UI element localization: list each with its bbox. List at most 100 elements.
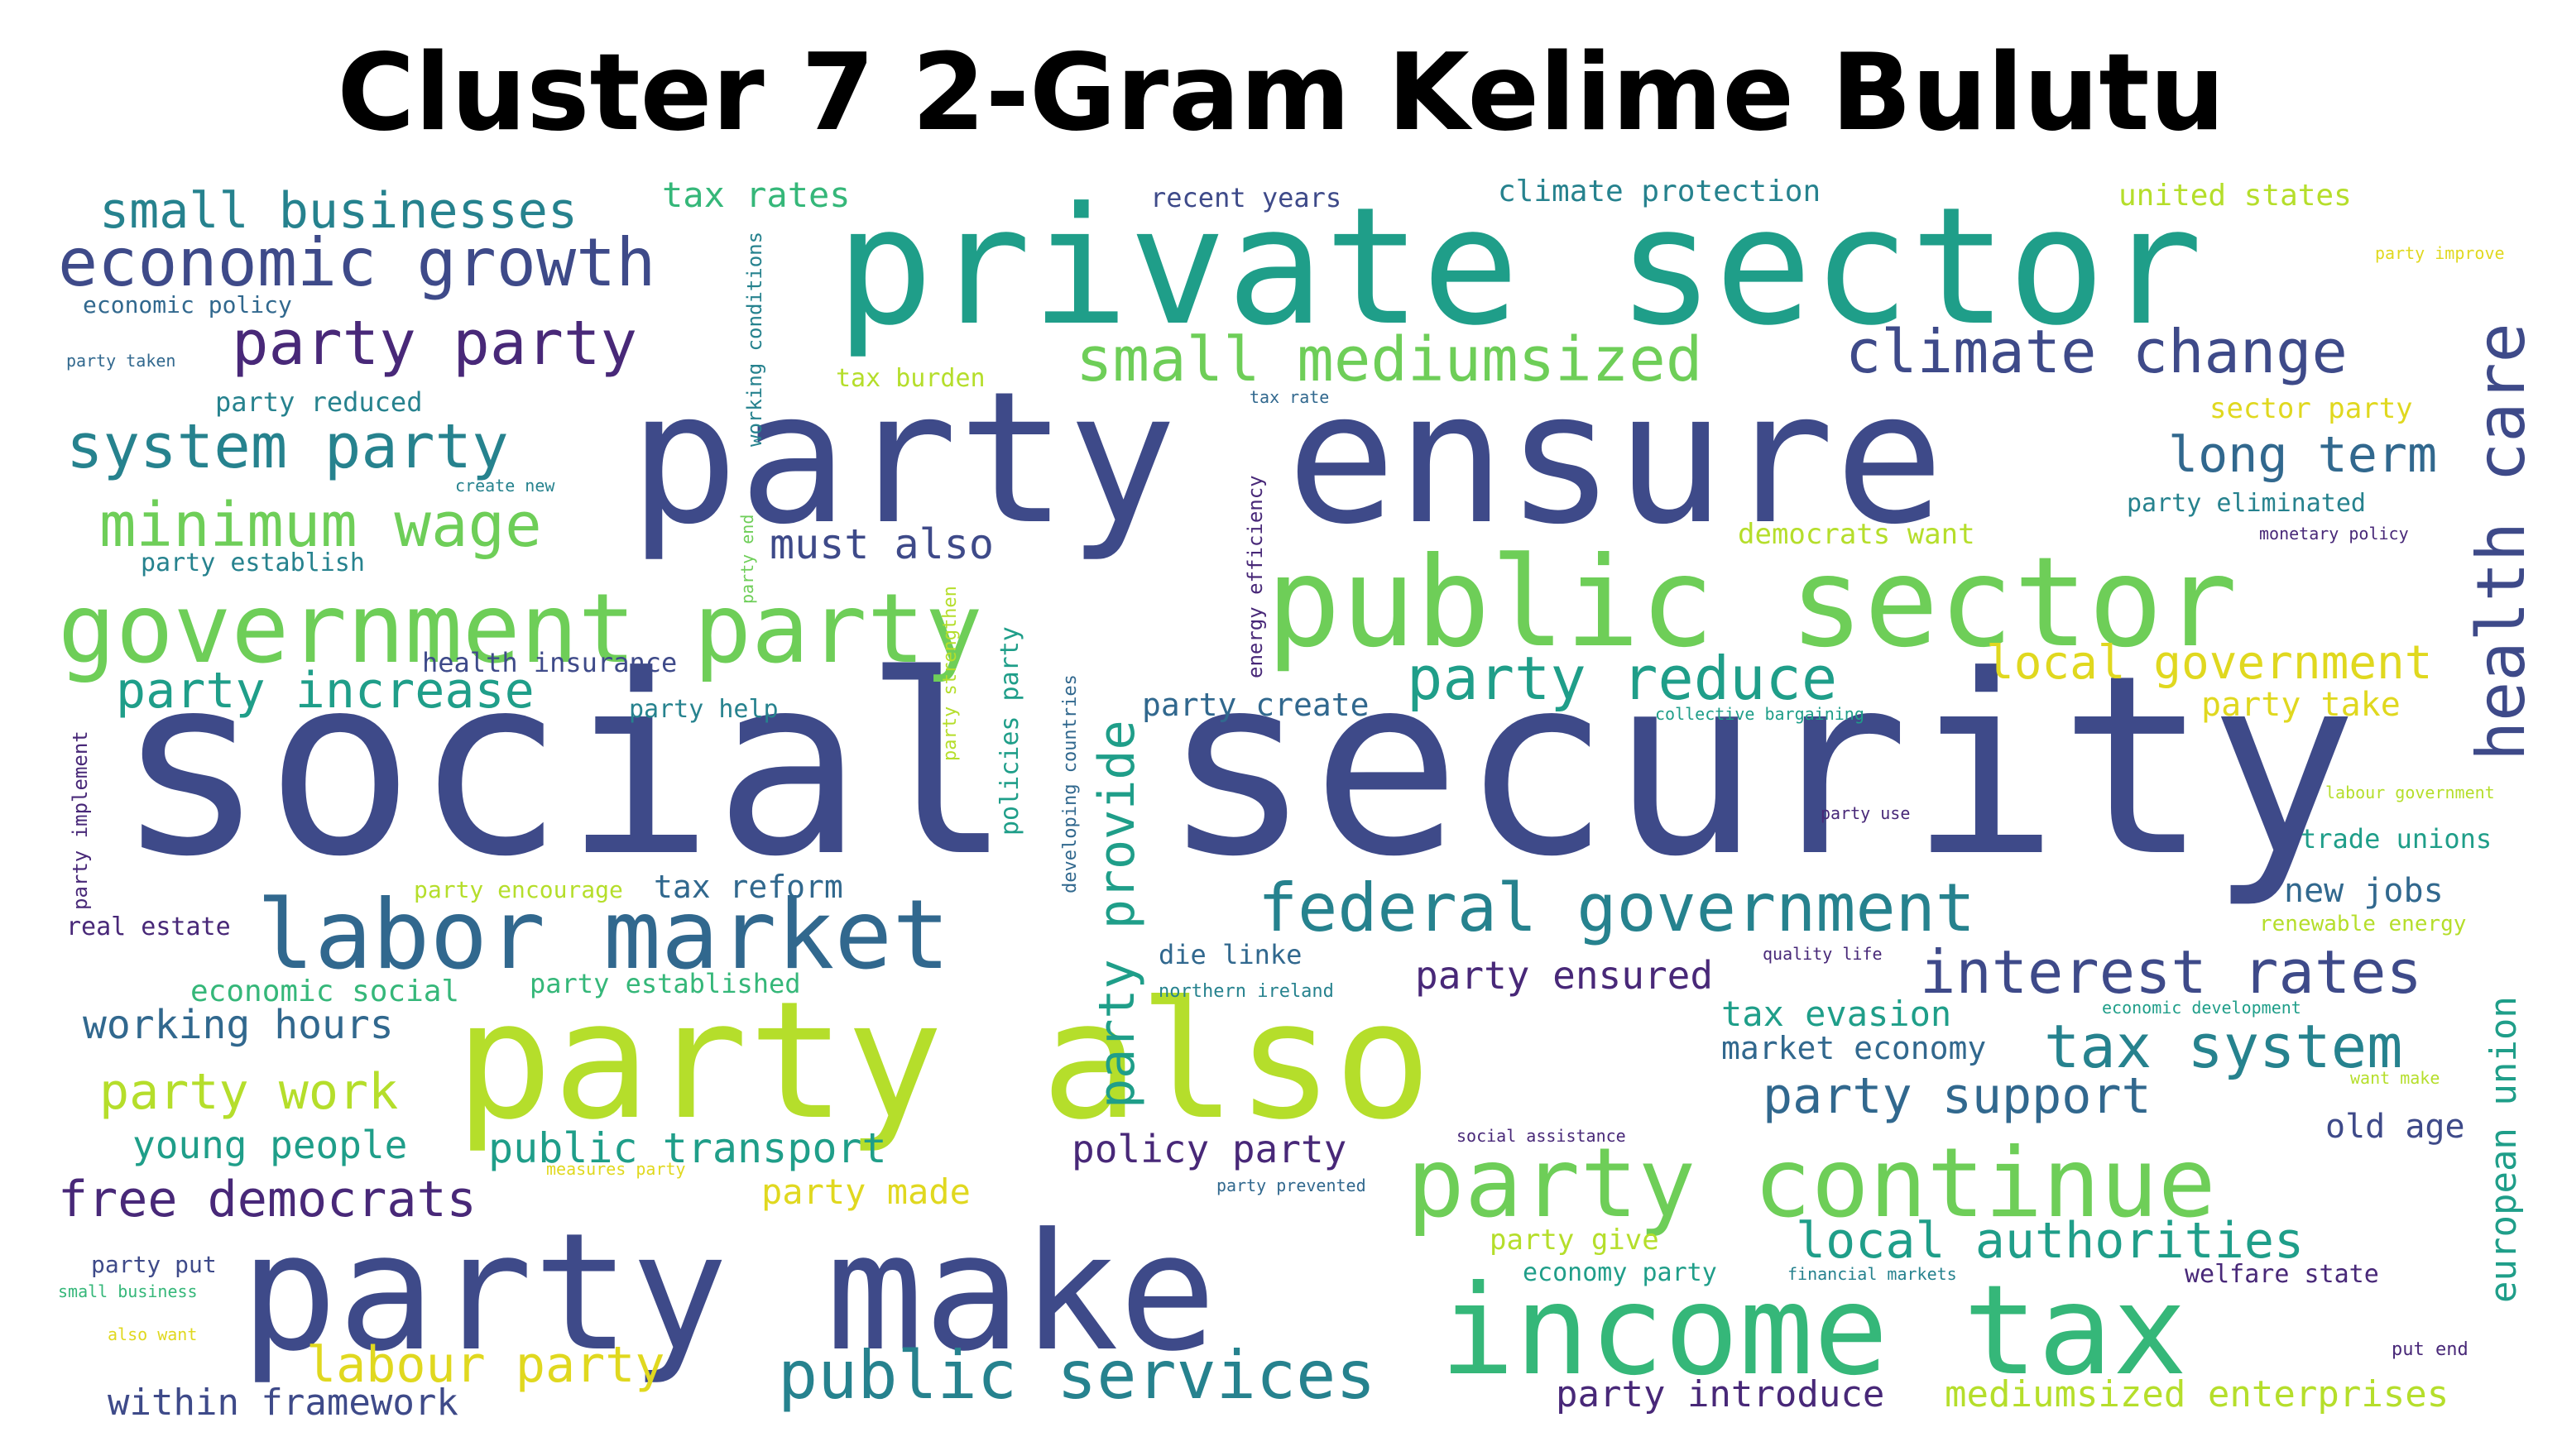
word-climate-protection: climate protection	[1498, 175, 1821, 208]
word-party-improve: party improve	[2375, 243, 2505, 263]
word-democrats-want: democrats want	[1738, 518, 1975, 551]
chart-title: Cluster 7 2-Gram Kelime Bulutu	[337, 31, 2225, 155]
word-government-party: government party	[58, 573, 982, 685]
word-also-want: also want	[108, 1324, 197, 1344]
word-minimum-wage: minimum wage	[99, 490, 542, 561]
word-party-help: party help	[629, 695, 779, 724]
word-party-prevented: party prevented	[1216, 1176, 1366, 1195]
word-public-services: public services	[778, 1337, 1375, 1414]
word-social-assistance: social assistance	[1456, 1126, 1626, 1146]
word-local-authorities: local authorities	[1796, 1212, 2304, 1270]
word-economic-social: economic social	[190, 975, 459, 1008]
word-party-end: party end	[737, 515, 757, 604]
word-party-also: party also	[455, 967, 1432, 1156]
word-federal-government: federal government	[1258, 869, 1975, 946]
word-tax-rates: tax rates	[662, 175, 851, 215]
word-party-made: party made	[761, 1171, 971, 1212]
word-developing-countries: developing countries	[1060, 674, 1081, 893]
word-party-party: party party	[232, 308, 637, 379]
word-party-increase: party increase	[116, 662, 535, 720]
word-labour-government: labour government	[2325, 783, 2495, 802]
word-must-also: must also	[770, 520, 994, 568]
word-system-party: system party	[66, 411, 509, 482]
word-tax-system: tax system	[2044, 1012, 2402, 1081]
word-policies-party: policies party	[996, 626, 1024, 836]
word-renewable-energy: renewable energy	[2259, 912, 2466, 936]
word-economy-party: economy party	[1523, 1258, 1717, 1287]
word-party-strengthen: party strengthen	[940, 586, 961, 761]
word-party-continue: party continue	[1407, 1128, 2216, 1239]
word-health-care: health care	[2463, 323, 2540, 761]
word-tax-evasion: tax evasion	[1721, 994, 1951, 1034]
word-party-reduced: party reduced	[215, 386, 422, 418]
word-interest-rates: interest rates	[1920, 937, 2422, 1007]
word-new-jobs: new jobs	[2284, 872, 2444, 910]
word-party-use: party use	[1821, 803, 1910, 823]
word-mediumsized-enterprises: mediumsized enterprises	[1945, 1373, 2449, 1415]
word-policy-party: policy party	[1072, 1127, 1346, 1171]
word-real-estate: real estate	[66, 912, 231, 941]
word-health-insurance: health insurance	[422, 647, 677, 678]
word-economic-growth: economic growth	[58, 224, 655, 301]
word-united-states: united states	[2118, 179, 2352, 213]
word-young-people: young people	[132, 1123, 407, 1167]
word-want-make: want make	[2350, 1068, 2440, 1088]
word-die-linke: die linke	[1159, 939, 1302, 970]
word-party-support: party support	[1763, 1067, 2152, 1125]
word-social-security: social security	[116, 622, 2358, 911]
word-put-end: put end	[2392, 1339, 2468, 1360]
word-local-government: local government	[1986, 636, 2432, 690]
word-small-mediumsized: small mediumsized	[1076, 324, 1702, 395]
word-old-age: old age	[2325, 1108, 2465, 1146]
word-european-union: european union	[2483, 996, 2525, 1303]
word-climate-change: climate change	[1845, 317, 2348, 386]
word-within-framework: within framework	[108, 1382, 458, 1424]
word-party-take: party take	[2201, 686, 2401, 724]
word-long-term: long term	[2168, 426, 2437, 484]
word-party-work: party work	[99, 1063, 398, 1121]
word-party-reduce: party reduce	[1407, 644, 1837, 713]
word-labour-party: labour party	[306, 1336, 664, 1394]
word-party-provide: party provide	[1088, 720, 1146, 1109]
word-small-business: small business	[58, 1281, 198, 1301]
word-monetary-policy: monetary policy	[2259, 524, 2409, 544]
word-labor-market: labor market	[257, 879, 950, 991]
word-public-transport: public transport	[488, 1124, 887, 1172]
word-small-businesses: small businesses	[99, 182, 578, 240]
word-party-create: party create	[1142, 687, 1370, 723]
word-party-taken: party taken	[66, 351, 175, 371]
word-public-sector: public sector	[1266, 531, 2238, 675]
word-party-put: party put	[91, 1251, 217, 1278]
word-economic-development: economic development	[2102, 998, 2301, 1018]
word-welfare-state: welfare state	[2185, 1260, 2379, 1289]
word-party-established: party established	[530, 968, 801, 999]
word-sector-party: sector party	[2209, 392, 2413, 425]
word-recent-years: recent years	[1150, 182, 1341, 213]
word-economic-policy: economic policy	[83, 291, 292, 318]
word-trade-unions: trade unions	[2301, 823, 2492, 855]
word-working-conditions: working conditions	[743, 232, 766, 447]
word-party-encourage: party encourage	[414, 876, 623, 903]
word-party-ensured: party ensured	[1415, 953, 1713, 998]
word-tax-burden: tax burden	[836, 364, 986, 393]
word-party-make: party make	[240, 1199, 1216, 1387]
word-private-sector: private sector	[836, 173, 2203, 362]
word-tax-rate: tax rate	[1250, 387, 1329, 407]
word-create-new: create new	[455, 476, 555, 496]
word-market-economy: market economy	[1721, 1030, 1986, 1066]
word-financial-markets: financial markets	[1787, 1264, 1957, 1284]
word-working-hours: working hours	[83, 1002, 394, 1048]
word-free-democrats: free democrats	[58, 1171, 477, 1228]
word-measures-party: measures party	[546, 1159, 686, 1179]
word-party-eliminated: party eliminated	[2127, 489, 2366, 518]
word-party-introduce: party introduce	[1556, 1373, 1884, 1415]
word-party-establish: party establish	[141, 548, 365, 577]
word-tax-reform: tax reform	[654, 869, 843, 905]
word-party-ensure: party ensure	[629, 352, 1944, 564]
word-income-tax: income tax	[1440, 1259, 2187, 1403]
word-collective-bargaining: collective bargaining	[1655, 704, 1864, 724]
word-quality-life: quality life	[1763, 944, 1883, 964]
word-party-give: party give	[1490, 1224, 1659, 1257]
